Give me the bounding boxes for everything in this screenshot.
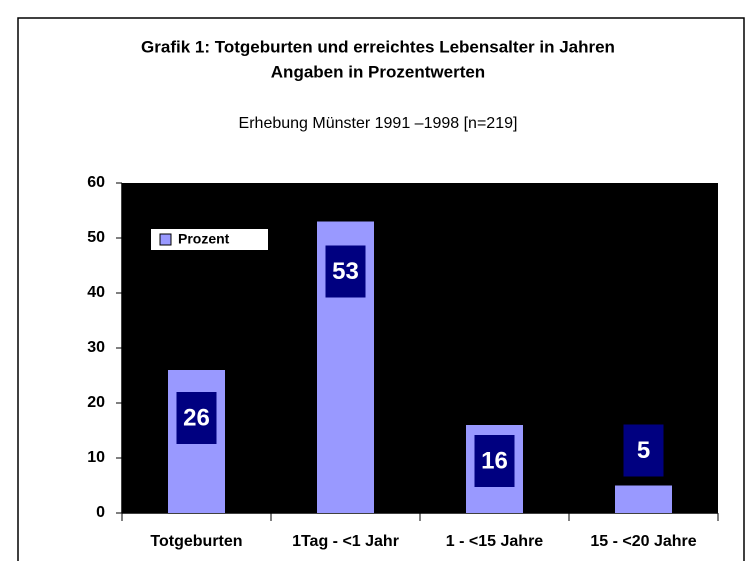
legend	[151, 229, 268, 250]
x-tick-label: 15 - <20 Jahre	[590, 533, 696, 550]
x-tick-label: 1Tag - <1 Jahr	[292, 533, 399, 550]
data-label-box	[176, 392, 217, 444]
chart-title: Grafik 1: Totgeburten und erreichtes Leb…	[141, 37, 615, 56]
y-tick-label: 60	[87, 174, 105, 191]
bar	[615, 485, 672, 513]
y-tick-label: 0	[96, 504, 105, 521]
legend-swatch	[159, 233, 172, 246]
data-label-box	[474, 435, 515, 487]
y-tick-label: 30	[87, 339, 105, 356]
y-tick-label: 50	[87, 229, 105, 246]
data-label: 5	[637, 437, 650, 464]
data-label: 26	[183, 404, 210, 431]
frame	[17, 17, 745, 561]
chart-subtitle: Erhebung Münster 1991 –1998 [n=219]	[239, 115, 518, 132]
chart-title-line: Angaben in Prozentwerten	[271, 62, 485, 81]
data-label-box	[623, 424, 664, 477]
data-label: 16	[481, 447, 508, 474]
x-tick-label: Totgeburten	[150, 533, 242, 550]
legend-label: Prozent	[178, 231, 230, 247]
x-tick-label: 1 - <15 Jahre	[446, 533, 544, 550]
y-tick-label: 10	[87, 449, 105, 466]
data-label: 53	[332, 258, 359, 285]
y-tick-label: 20	[87, 394, 105, 411]
data-label-box	[325, 245, 366, 298]
y-tick-label: 40	[87, 284, 105, 301]
